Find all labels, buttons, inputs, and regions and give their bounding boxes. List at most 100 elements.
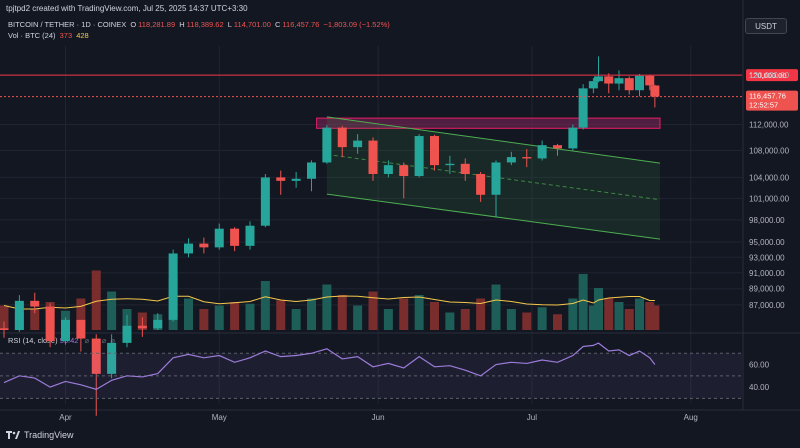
candle-body <box>578 88 588 128</box>
candle-body <box>614 78 624 84</box>
volume-bar <box>430 302 439 330</box>
volume-bar <box>594 288 603 330</box>
tradingview-logo-icon <box>6 431 20 439</box>
volume-legend: Vol · BTC (24) 373 428 <box>8 31 91 40</box>
low-label: L <box>227 20 232 29</box>
volume-bar <box>624 309 634 330</box>
candle-body <box>337 127 347 148</box>
volume-bar <box>645 302 655 330</box>
supply-zone-rect <box>316 117 661 129</box>
volume-bar <box>30 309 40 330</box>
candle-body <box>353 140 363 148</box>
candle-body <box>383 165 393 174</box>
candle-body <box>553 145 562 149</box>
symbol-legend: BITCOIN / TETHER · 1D · COINEX O 118,281.… <box>8 20 392 29</box>
volume-bar <box>491 284 501 330</box>
volume-bar <box>383 309 393 330</box>
candle-body <box>445 163 455 166</box>
volume-bar <box>604 298 614 330</box>
volume-bar <box>260 281 270 330</box>
last-price-text: 116,457.76 <box>749 92 786 101</box>
candle-body <box>399 165 409 177</box>
time-axis-label: Aug <box>684 413 698 422</box>
candle-body <box>568 127 578 149</box>
volume-bar <box>588 305 598 330</box>
candle-body <box>491 162 501 195</box>
footer: TradingView <box>6 430 74 440</box>
candle-body <box>276 177 286 181</box>
footer-brand[interactable]: TradingView <box>24 430 74 440</box>
candle-body <box>184 243 193 254</box>
change-value: −1,803.09 (−1.52%) <box>323 20 390 29</box>
candle-body <box>61 319 70 342</box>
volume-bar <box>230 302 240 330</box>
volume-bar <box>184 298 193 330</box>
candle-body <box>460 163 470 174</box>
volume-bar <box>0 305 9 330</box>
volume-bar <box>199 309 209 330</box>
price-axis-label: 95,000.00 <box>749 238 785 247</box>
volume-bar <box>506 309 516 330</box>
price-axis-label: 89,000.00 <box>749 285 785 294</box>
volume-ma-value: 428 <box>76 31 89 40</box>
volume-bar <box>578 274 588 330</box>
channel-upper-line <box>326 116 661 164</box>
candle-body <box>624 78 634 91</box>
volume-bar <box>214 305 224 330</box>
volume-bar <box>245 303 255 330</box>
currency-button[interactable]: USDT <box>745 18 787 34</box>
open-label: O <box>130 20 137 29</box>
rsi-label[interactable]: RSI (14, close) <box>8 336 58 345</box>
axes: 87,000.00 89,000.00 91,000.00 93,000.00 95,0… <box>59 71 789 422</box>
candle-body <box>245 225 255 246</box>
candle-body <box>476 173 486 195</box>
low-value: 114,701.00 <box>233 20 271 29</box>
volume-bar <box>414 295 424 330</box>
volume-bar <box>291 309 301 330</box>
open-value: 118,281.89 <box>138 20 176 29</box>
candle-body <box>122 325 132 343</box>
supply-zone <box>316 117 661 129</box>
candle-body <box>260 177 270 226</box>
volume-bar <box>460 309 470 330</box>
countdown-text: 12:52:57 <box>749 101 778 110</box>
volume-bar <box>650 305 660 330</box>
time-axis-label: May <box>212 413 227 422</box>
candle-body <box>635 75 644 91</box>
candle-body <box>45 306 55 342</box>
resistance-price-tag <box>746 69 798 82</box>
price-axis-label: 108,000.00 <box>749 146 790 155</box>
price-axis-label: 101,000.00 <box>749 194 790 203</box>
rsi-axis-label: 40.00 <box>749 383 770 392</box>
symbol-title[interactable]: BITCOIN / TETHER · 1D · COINEX <box>8 20 127 29</box>
price-axis-label: 87,000.00 <box>749 301 785 310</box>
volume-bar <box>537 307 547 330</box>
grid <box>0 0 800 411</box>
volume-bar <box>553 314 562 330</box>
volume-bar <box>522 312 532 330</box>
candle-body <box>230 228 240 246</box>
chart-caption: tpjtpd2 created with TradingView.com, Ju… <box>6 4 248 13</box>
volume-bar <box>91 270 101 330</box>
rsi-pane <box>0 342 742 399</box>
candle-body <box>137 325 147 329</box>
volume-bar <box>614 302 624 330</box>
volume-bar <box>76 298 86 330</box>
candle-body <box>645 75 655 86</box>
candle-body <box>168 253 178 320</box>
candle-body <box>537 145 547 159</box>
price-axis-label: 98,000.00 <box>749 216 785 225</box>
candle-body <box>522 157 532 159</box>
candle-body <box>107 342 117 374</box>
candle-body <box>291 178 301 181</box>
close-value: 116,457.76 <box>282 20 320 29</box>
candle-body <box>594 76 603 82</box>
candle-body <box>199 243 209 248</box>
price-axis-label: 120,000.00 <box>749 71 790 80</box>
price-axis-label: 91,000.00 <box>749 269 785 278</box>
volume-label[interactable]: Vol · BTC (24) <box>8 31 56 40</box>
rsi-axis-label: 60.00 <box>749 361 770 370</box>
resistance-price-text: 120,000.00 <box>749 71 787 80</box>
